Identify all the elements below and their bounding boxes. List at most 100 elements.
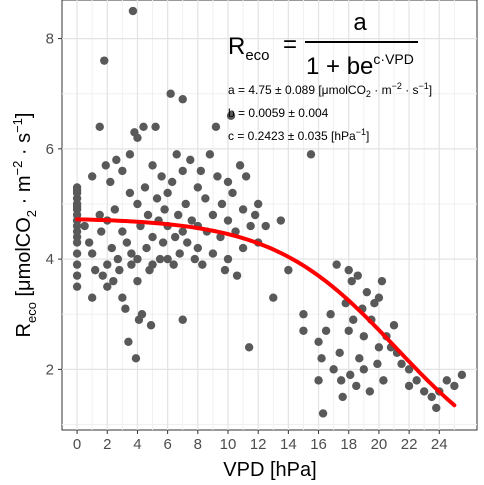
data-point [244, 343, 254, 352]
data-point [160, 205, 169, 214]
data-point [174, 210, 183, 220]
data-point [186, 155, 195, 165]
data-point [329, 365, 338, 374]
data-point [109, 276, 118, 286]
equation-lhs: Reco [228, 33, 270, 64]
data-point [284, 265, 293, 275]
data-point [419, 387, 429, 396]
data-point [377, 276, 387, 286]
data-point [183, 238, 192, 247]
fit-parameters: a = 4.75 ± 0.089 [μmolCO2 · m−2 · s−1] b… [228, 81, 432, 143]
data-point [128, 6, 138, 16]
data-point [127, 260, 136, 269]
data-point [211, 122, 221, 131]
data-point [338, 392, 347, 402]
data-point [127, 249, 136, 258]
data-point [223, 254, 233, 264]
data-point [198, 260, 207, 269]
data-point [148, 232, 157, 242]
data-point [87, 249, 97, 258]
data-point [336, 376, 346, 385]
data-point [261, 221, 270, 231]
data-point [110, 205, 120, 214]
param-b: b = 0.0059 ± 0.004 [228, 106, 329, 120]
data-point [107, 243, 117, 253]
data-point [314, 337, 323, 346]
data-point [374, 293, 384, 302]
data-point [442, 376, 452, 385]
data-point [72, 202, 82, 211]
data-point [157, 172, 166, 181]
x-tick-label: 20 [371, 436, 388, 453]
data-point [72, 282, 82, 291]
x-tick-label: 18 [340, 436, 357, 453]
x-tick-label: 10 [220, 436, 237, 453]
x-tick-label: 22 [401, 436, 418, 453]
grid-minor [62, 0, 477, 430]
y-tick-labels: 2 4 6 8 [46, 31, 62, 378]
data-point [353, 271, 362, 280]
x-tick-label: 24 [431, 436, 448, 453]
data-point [232, 271, 242, 280]
data-point [139, 122, 148, 131]
data-point [178, 315, 187, 324]
data-point [346, 370, 355, 380]
data-point [238, 243, 248, 253]
data-point [389, 321, 399, 330]
data-point [87, 293, 97, 302]
data-point [317, 354, 326, 363]
data-point [167, 177, 177, 187]
data-point [151, 122, 160, 131]
data-point [208, 210, 218, 220]
data-point [72, 260, 82, 269]
data-point [113, 254, 123, 264]
data-point [72, 271, 82, 280]
data-point [122, 238, 132, 247]
data-point [158, 238, 168, 247]
data-point [365, 387, 375, 396]
x-axis-title: VPD [hPa] [223, 459, 316, 481]
data-point [106, 177, 115, 187]
data-point [163, 254, 172, 264]
data-point [131, 354, 141, 363]
data-point [133, 276, 142, 286]
fit-curve [75, 217, 457, 408]
data-point [148, 161, 157, 170]
data-point [241, 172, 251, 181]
data-point [115, 265, 124, 275]
data-point [72, 232, 82, 242]
data-point [359, 332, 369, 341]
data-point [121, 304, 130, 313]
data-point [172, 150, 181, 159]
data-point [318, 409, 328, 418]
data-point [450, 381, 459, 391]
y-tick-label: 8 [46, 31, 54, 48]
data-point [216, 232, 225, 242]
data-point [166, 89, 175, 98]
data-point [427, 392, 436, 402]
data-point [314, 376, 323, 385]
data-point [181, 199, 190, 209]
data-point [299, 310, 308, 319]
data-point [124, 337, 133, 346]
data-point [95, 210, 104, 220]
data-point [169, 260, 178, 269]
y-tick-label: 6 [46, 141, 54, 158]
data-point [344, 326, 353, 335]
data-point [137, 310, 147, 319]
param-c: c = 0.2423 ± 0.035 [hPa−1] [228, 127, 369, 143]
data-point [432, 403, 441, 413]
data-point [142, 243, 151, 253]
data-point [205, 150, 215, 159]
data-point [97, 227, 106, 236]
data-point [170, 232, 180, 242]
data-point [201, 194, 210, 203]
x-tick-label: 8 [194, 436, 202, 453]
data-point [72, 249, 82, 258]
data-point [80, 221, 89, 231]
data-point [152, 194, 162, 203]
data-point [246, 221, 255, 231]
data-point [100, 56, 109, 65]
data-point [355, 354, 364, 363]
